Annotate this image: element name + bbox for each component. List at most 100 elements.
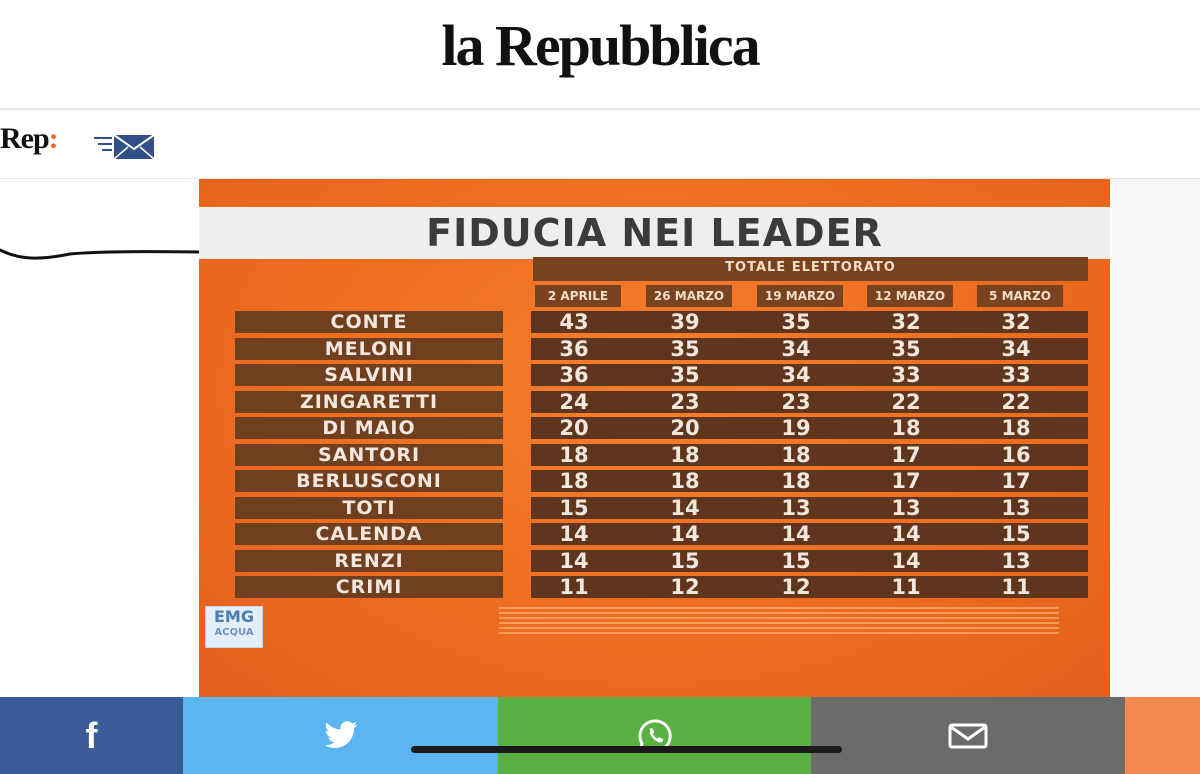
trust-value: 34 — [1001, 336, 1031, 361]
more-share-button[interactable] — [1125, 697, 1200, 774]
twitter-share-button[interactable] — [183, 697, 498, 774]
leader-row: RENZI 14 15 15 14 13 — [235, 548, 1088, 573]
trust-value: 18 — [781, 442, 811, 467]
trust-value: 33 — [891, 363, 921, 387]
trust-value: 14 — [670, 522, 700, 546]
envelope-fast-icon[interactable] — [92, 132, 158, 162]
trust-value: 18 — [670, 442, 700, 467]
emg-logo-line2: ACQUA — [214, 627, 254, 638]
trust-value: 17 — [1001, 469, 1031, 493]
trust-value: 18 — [559, 469, 589, 493]
leader-row: SALVINI 36 35 34 33 33 — [235, 364, 1088, 386]
trust-value: 20 — [670, 416, 700, 440]
whatsapp-share-button[interactable] — [498, 697, 811, 774]
leader-name-cell: CALENDA — [235, 523, 503, 545]
trust-value: 13 — [891, 495, 921, 520]
column-header: 5 MARZO — [977, 285, 1063, 307]
trust-value: 13 — [781, 495, 811, 520]
leader-name: MELONI — [324, 337, 414, 360]
trust-value: 17 — [891, 442, 921, 467]
masthead: la Repubblica — [0, 0, 1200, 110]
trust-value: 35 — [670, 336, 700, 361]
leader-row: ZINGARETTI 24 23 23 22 22 — [235, 389, 1088, 414]
trust-value: 15 — [1001, 522, 1031, 546]
site-logo[interactable]: la Repubblica — [441, 13, 760, 78]
trust-value: 34 — [781, 336, 811, 361]
trust-value: 15 — [670, 548, 700, 573]
trust-value: 39 — [670, 310, 700, 334]
trust-value: 11 — [559, 575, 589, 599]
facebook-share-button[interactable]: f — [0, 697, 183, 774]
values-band: 14 14 14 14 15 — [531, 523, 1088, 545]
trust-value: 14 — [891, 548, 921, 573]
rep-colon: : — [48, 122, 59, 155]
rep-label: Rep — [0, 122, 50, 155]
trust-value: 22 — [891, 389, 921, 414]
trust-value: 18 — [891, 416, 921, 440]
trust-value: 18 — [559, 442, 589, 467]
trust-value: 24 — [559, 389, 589, 414]
values-band: 20 20 19 18 18 — [531, 417, 1088, 439]
column-header: 26 MARZO — [646, 285, 732, 307]
trust-value: 36 — [559, 363, 589, 387]
leader-name-cell: CRIMI — [235, 576, 503, 598]
leader-name: BERLUSCONI — [296, 470, 442, 492]
trust-value: 23 — [781, 389, 811, 414]
trust-value: 14 — [670, 495, 700, 520]
trust-value: 35 — [781, 310, 811, 334]
trust-value: 18 — [670, 469, 700, 493]
leader-name: CALENDA — [315, 523, 423, 545]
leader-row: CONTE 43 39 35 32 32 — [235, 311, 1088, 333]
poll-infographic: FIDUCIA NEI LEADER TOTALE ELETTORATO 2 A… — [199, 179, 1110, 699]
values-band: 36 35 34 35 34 — [531, 336, 1088, 361]
trust-value: 14 — [781, 522, 811, 546]
trust-value: 32 — [1001, 310, 1031, 334]
leader-name-cell: RENZI — [235, 549, 503, 572]
trust-value: 35 — [891, 336, 921, 361]
rep-logo[interactable]: Rep: — [0, 122, 59, 156]
trust-value: 15 — [781, 548, 811, 573]
right-margin — [1112, 179, 1200, 699]
twitter-icon — [324, 720, 357, 748]
trust-value: 13 — [1001, 495, 1031, 520]
leader-name-cell: ZINGARETTI — [235, 390, 503, 413]
trust-value: 16 — [1001, 442, 1031, 467]
trust-value: 14 — [559, 548, 589, 573]
values-band: 24 23 23 22 22 — [531, 389, 1088, 414]
leader-name-cell: BERLUSCONI — [235, 470, 503, 492]
trust-value: 12 — [670, 575, 700, 599]
trust-value: 15 — [559, 495, 589, 520]
sub-navigation-bar: Rep: — [0, 110, 1200, 179]
column-header: 12 MARZO — [867, 285, 953, 307]
emg-logo-line1: EMG — [214, 607, 254, 626]
leader-row: DI MAIO 20 20 19 18 18 — [235, 417, 1088, 439]
subtitle-bar: TOTALE ELETTORATO — [533, 257, 1088, 281]
values-band: 43 39 35 32 32 — [531, 311, 1088, 333]
trust-value: 23 — [670, 389, 700, 414]
column-header: 19 MARZO — [757, 285, 843, 307]
trust-value: 43 — [559, 310, 589, 334]
leader-row: TOTI 15 14 13 13 13 — [235, 495, 1088, 520]
left-margin — [0, 179, 157, 699]
leader-name-cell: TOTI — [235, 496, 503, 519]
leader-name: CONTE — [330, 311, 408, 333]
infographic-subtitle: TOTALE ELETTORATO — [725, 260, 896, 275]
column-header: 2 APRILE — [535, 285, 621, 307]
facebook-icon: f — [85, 714, 98, 756]
leader-row: MELONI 36 35 34 35 34 — [235, 336, 1088, 361]
trust-value: 14 — [559, 522, 589, 546]
leader-row: CRIMI 11 12 12 11 11 — [235, 576, 1088, 598]
trust-value: 35 — [670, 363, 700, 387]
trust-value: 17 — [891, 469, 921, 493]
values-band: 11 12 12 11 11 — [531, 576, 1088, 598]
methodology-note — [499, 604, 1059, 644]
trust-value: 20 — [559, 416, 589, 440]
trust-value: 34 — [781, 363, 811, 387]
values-band: 15 14 13 13 13 — [531, 495, 1088, 520]
leader-name: CRIMI — [335, 576, 403, 598]
leader-name: ZINGARETTI — [299, 390, 439, 413]
email-share-button[interactable] — [811, 697, 1125, 774]
values-band: 18 18 18 17 16 — [531, 442, 1088, 467]
leader-row: BERLUSCONI 18 18 18 17 17 — [235, 470, 1088, 492]
title-bar: FIDUCIA NEI LEADER — [199, 207, 1110, 259]
